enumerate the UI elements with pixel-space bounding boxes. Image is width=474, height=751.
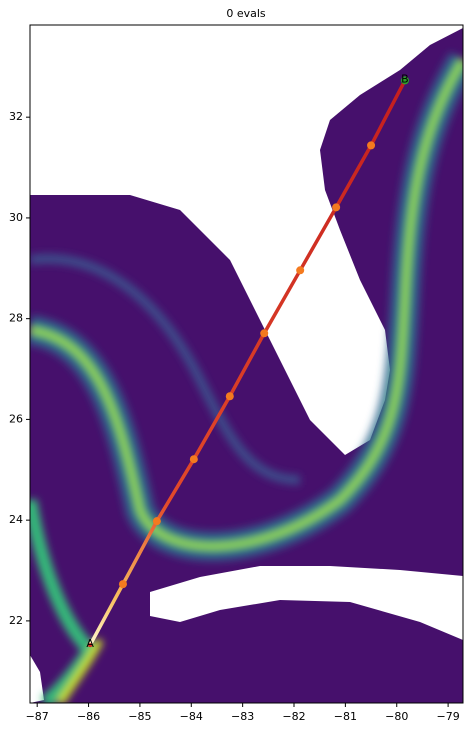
waypoint	[88, 643, 93, 648]
chart-title: 0 evals	[226, 7, 266, 20]
x-tick-label: −81	[334, 710, 357, 723]
x-tick-label: −86	[77, 710, 100, 723]
land	[30, 655, 44, 703]
y-tick-label: 26	[9, 412, 23, 425]
waypoint	[152, 517, 161, 526]
x-tick-label: −82	[282, 710, 305, 723]
waypoint	[260, 329, 269, 338]
x-tick-label: −85	[128, 710, 151, 723]
y-tick-label: 32	[9, 110, 23, 123]
end-label: B	[401, 72, 409, 85]
currents	[30, 52, 463, 703]
x-tick-label: −79	[436, 710, 459, 723]
route-line	[88, 79, 407, 646]
waypoint	[332, 203, 341, 212]
x-tick-label: −84	[180, 710, 203, 723]
x-tick-label: −87	[26, 710, 49, 723]
x-tick-label: −83	[231, 710, 254, 723]
x-tick-label: −80	[385, 710, 408, 723]
y-tick-label: 28	[9, 312, 23, 325]
waypoint	[296, 266, 305, 275]
plot-frame	[29, 24, 464, 704]
y-tick-label: 30	[9, 211, 23, 224]
waypoint	[189, 455, 198, 464]
start-label: A	[86, 637, 94, 650]
waypoint	[118, 580, 127, 589]
y-tick-label: 22	[9, 614, 23, 627]
waypoint	[367, 141, 376, 150]
y-tick-label: 24	[9, 513, 23, 526]
land	[150, 566, 463, 640]
waypoint	[225, 392, 234, 401]
waypoint	[400, 76, 409, 85]
